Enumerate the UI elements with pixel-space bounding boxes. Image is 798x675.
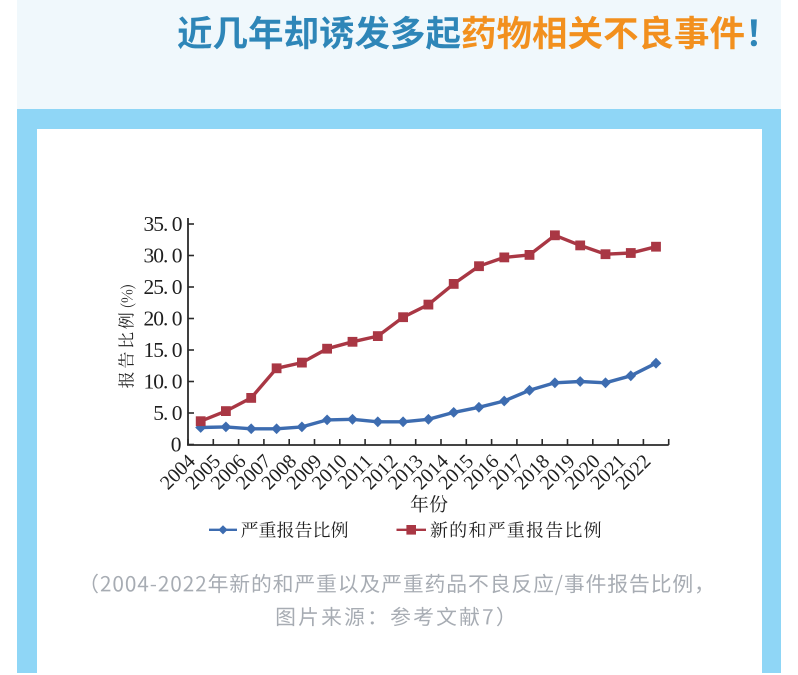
svg-text:25. 0: 25. 0 [144, 275, 182, 299]
svg-text:5. 0: 5. 0 [153, 401, 182, 425]
svg-text:30. 0: 30. 0 [144, 244, 182, 268]
svg-text:20. 0: 20. 0 [144, 307, 182, 331]
svg-text:0: 0 [171, 433, 182, 457]
svg-text:35. 0: 35. 0 [144, 212, 182, 236]
svg-text:10. 0: 10. 0 [144, 370, 182, 394]
svg-text:15. 0: 15. 0 [144, 338, 182, 362]
